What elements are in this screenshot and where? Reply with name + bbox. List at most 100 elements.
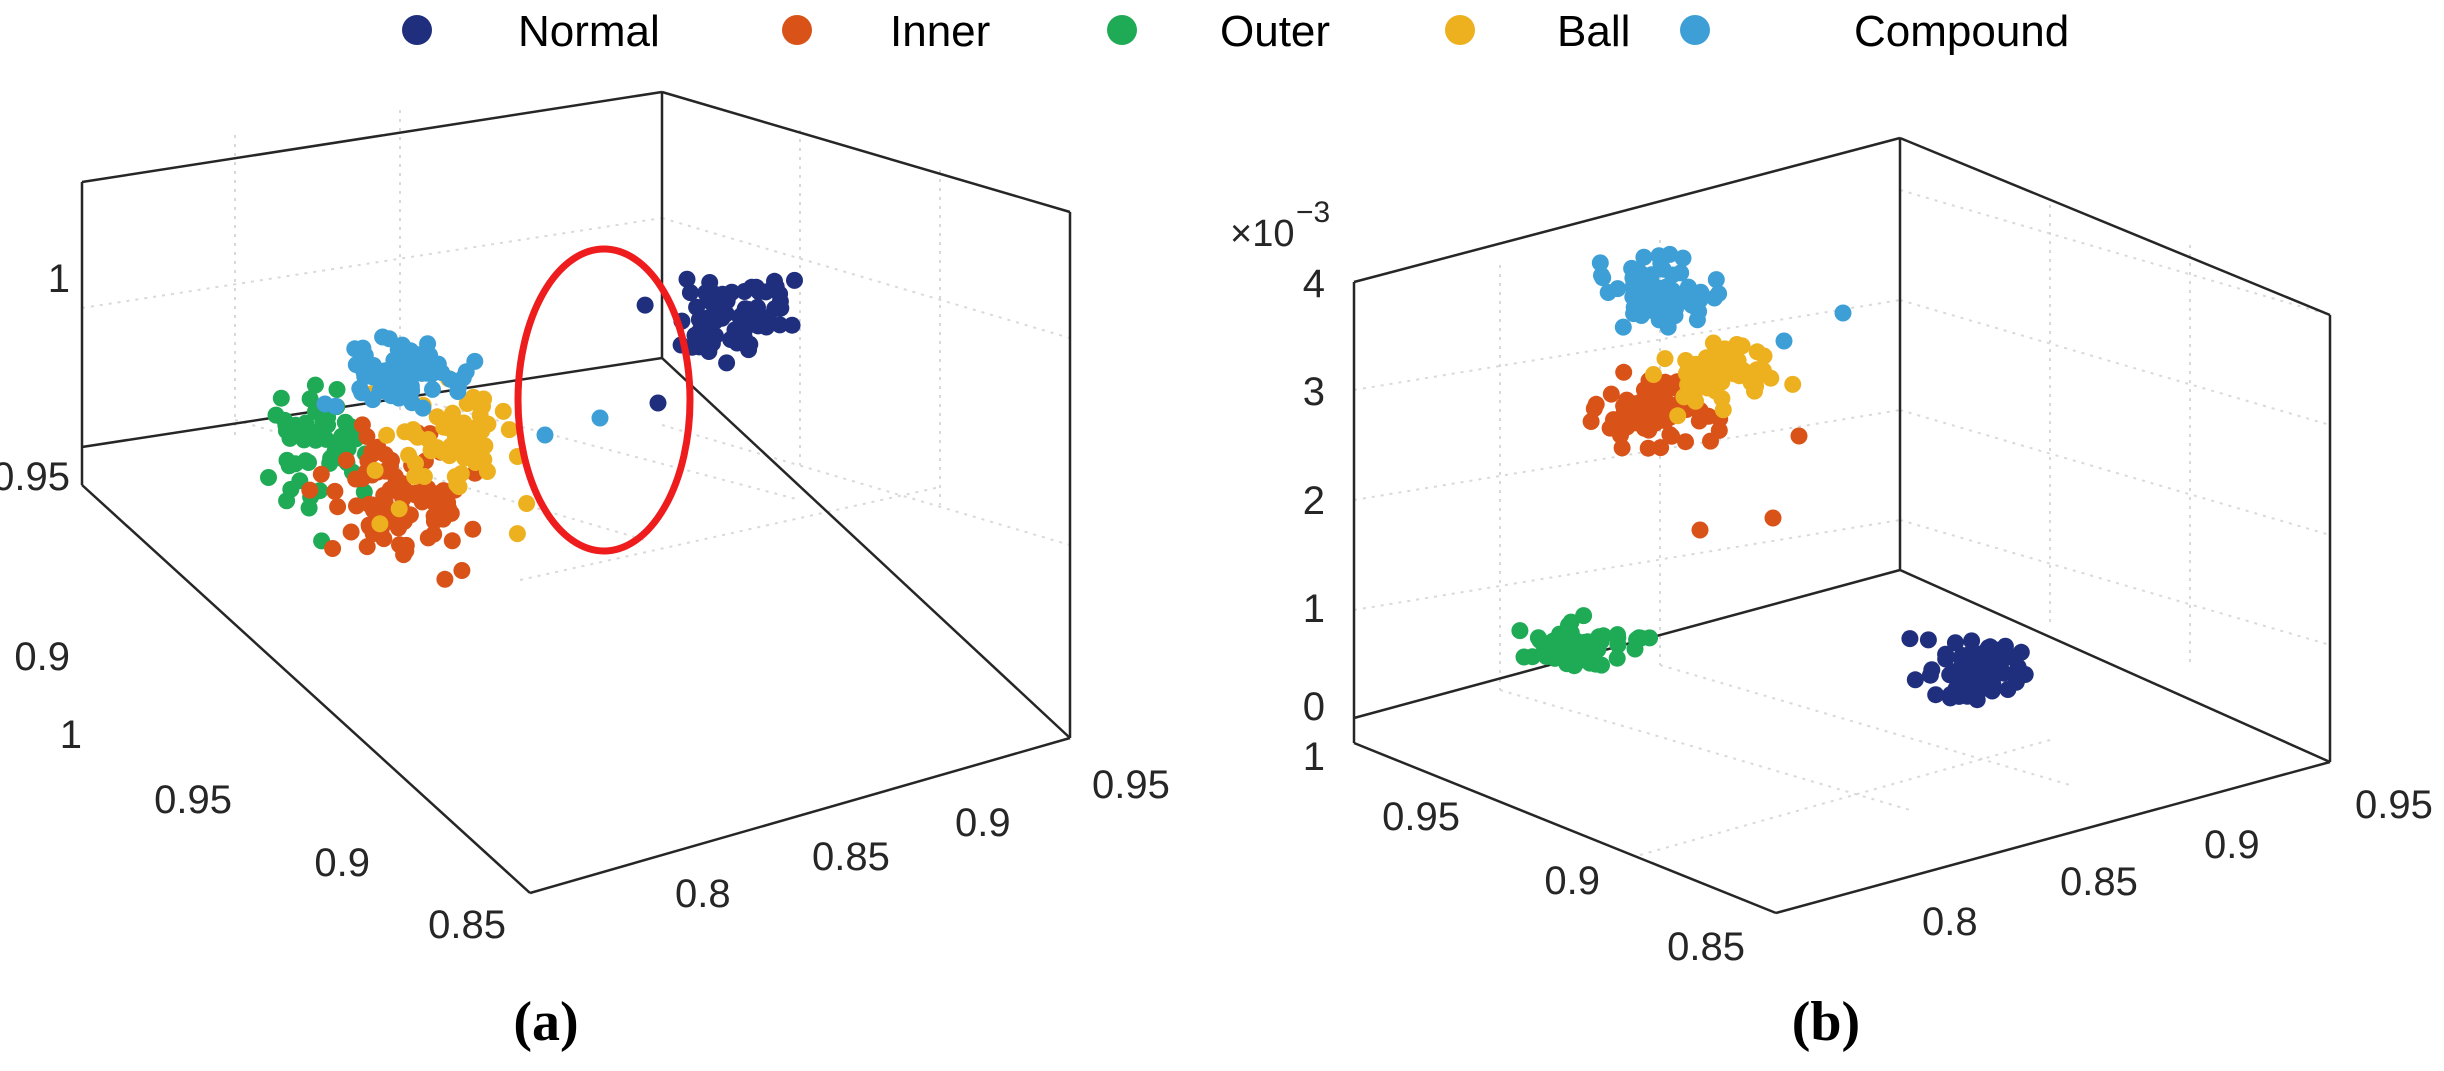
- data-point-ball: [1656, 350, 1674, 368]
- data-point-ball: [1697, 361, 1715, 379]
- data-point-normal: [636, 296, 654, 314]
- data-point-ball: [1755, 347, 1773, 365]
- data-point-compound: [1707, 271, 1725, 289]
- data-point-inner: [1640, 411, 1658, 429]
- data-point-compound: [1686, 296, 1704, 314]
- data-point-compound: [327, 397, 345, 415]
- data-point-outer: [260, 469, 277, 486]
- data-point-inner: [1615, 363, 1633, 381]
- data-point-compound: [1637, 281, 1655, 299]
- data-point-normal: [1964, 643, 1982, 661]
- data-point-normal: [750, 313, 768, 331]
- data-point-inner: [464, 520, 482, 538]
- panel-b-z-tick: 4: [1303, 262, 1325, 306]
- data-point-inner: [326, 482, 344, 500]
- data-point-inner: [1652, 439, 1670, 457]
- data-point-normal: [2016, 666, 2034, 683]
- data-point-normal: [1937, 650, 1955, 668]
- outlier-point-inner: [1764, 509, 1782, 527]
- panel-a-z-tick: 1: [48, 257, 70, 301]
- data-point-normal: [786, 271, 803, 289]
- legend-label-inner: Inner: [890, 7, 990, 56]
- data-point-normal: [1992, 663, 2010, 681]
- data-point-compound: [1650, 311, 1668, 329]
- data-point-outer: [1575, 607, 1593, 625]
- data-point-ball: [1725, 365, 1743, 383]
- data-point-normal: [1946, 634, 1964, 652]
- data-point-inner: [384, 513, 401, 530]
- data-point-ball: [500, 421, 518, 439]
- panel-b-z-tick-labels: 4 3 2 1 0: [1303, 262, 1325, 729]
- panel-b-z-exponent-power: −3: [1296, 196, 1330, 229]
- data-point-ball: [406, 468, 424, 485]
- data-point-compound: [1710, 285, 1728, 303]
- data-point-normal: [1999, 681, 2017, 698]
- data-point-inner: [443, 532, 461, 550]
- data-point-inner: [434, 505, 452, 523]
- data-point-ball: [378, 426, 396, 444]
- data-point-compound: [1594, 269, 1612, 287]
- data-point-normal: [681, 284, 699, 302]
- panel-a-x-tick: 0.95: [1092, 763, 1170, 807]
- panel-a-x-tick: 0.85: [812, 835, 890, 879]
- panel-b-y-tick: 1: [1303, 735, 1325, 779]
- data-point-outer: [336, 413, 354, 431]
- data-point-normal: [718, 292, 736, 310]
- data-point-ball: [1725, 349, 1743, 367]
- data-point-compound: [365, 357, 382, 374]
- panel-b-y-tick: 0.85: [1667, 925, 1745, 969]
- data-point-inner: [421, 486, 439, 504]
- outlier-point-compound: [536, 426, 554, 444]
- data-point-normal: [1941, 689, 1959, 707]
- data-point-inner: [425, 525, 443, 543]
- legend-item-compound: Compound: [1680, 7, 2069, 56]
- data-point-ball: [1733, 337, 1751, 355]
- data-point-outer: [1608, 649, 1626, 667]
- data-point-ball: [508, 525, 526, 543]
- data-point-ball: [458, 395, 476, 412]
- outlier-point-inner: [1790, 427, 1808, 445]
- chart-panel-a: 1 0.95 0.9 1 0.95 0.9 0.85 0.8 0.85 0.9 …: [0, 90, 1170, 1053]
- data-point-outer: [1560, 616, 1577, 634]
- panel-a-y-tick-labels: 1 0.95 0.9 0.85: [60, 713, 506, 947]
- data-point-normal: [1981, 649, 1999, 667]
- panel-b-z-exponent: ×10 −3: [1230, 196, 1330, 255]
- panel-a-axes-frame: [80, 90, 1072, 895]
- panel-b-z-tick: 2: [1303, 479, 1325, 523]
- data-point-normal: [678, 270, 696, 288]
- data-point-normal: [1927, 686, 1945, 704]
- data-point-inner: [337, 451, 355, 469]
- legend-marker-inner: [782, 15, 812, 45]
- panel-a-y-tick: 1: [60, 713, 82, 757]
- panel-b-y-tick: 0.9: [1544, 859, 1600, 903]
- data-point-compound: [380, 330, 398, 348]
- data-point-normal: [1919, 631, 1937, 649]
- series-normal: [636, 270, 803, 412]
- data-point-compound: [1643, 266, 1660, 284]
- data-point-ball: [1714, 401, 1732, 419]
- data-point-outer: [306, 376, 324, 394]
- series-normal: [1901, 630, 2034, 709]
- data-point-inner: [358, 428, 376, 445]
- panel-b-x-tick-labels: 0.8 0.85 0.9 0.95: [1922, 783, 2433, 944]
- data-point-outer: [1562, 641, 1580, 659]
- data-point-outer: [1534, 645, 1552, 663]
- data-point-outer: [1511, 622, 1529, 640]
- data-point-normal: [1958, 669, 1975, 687]
- data-point-compound: [1623, 259, 1641, 277]
- panel-b-x-tick: 0.8: [1922, 900, 1978, 944]
- data-point-compound: [408, 362, 426, 380]
- data-point-compound: [1657, 288, 1675, 306]
- panel-a-x-tick-labels: 0.8 0.85 0.9 0.95: [675, 763, 1170, 916]
- data-point-outer: [277, 422, 295, 440]
- data-point-normal: [690, 311, 708, 329]
- legend-label-outer: Outer: [1220, 7, 1330, 56]
- legend: Normal Inner Outer Ball Compound: [402, 7, 2069, 56]
- panel-a-y-tick: 0.9: [314, 841, 370, 885]
- data-point-compound: [1674, 249, 1692, 267]
- data-point-compound: [420, 347, 438, 365]
- data-point-normal: [703, 309, 721, 327]
- data-point-outer: [1546, 632, 1564, 650]
- data-point-inner: [435, 482, 452, 500]
